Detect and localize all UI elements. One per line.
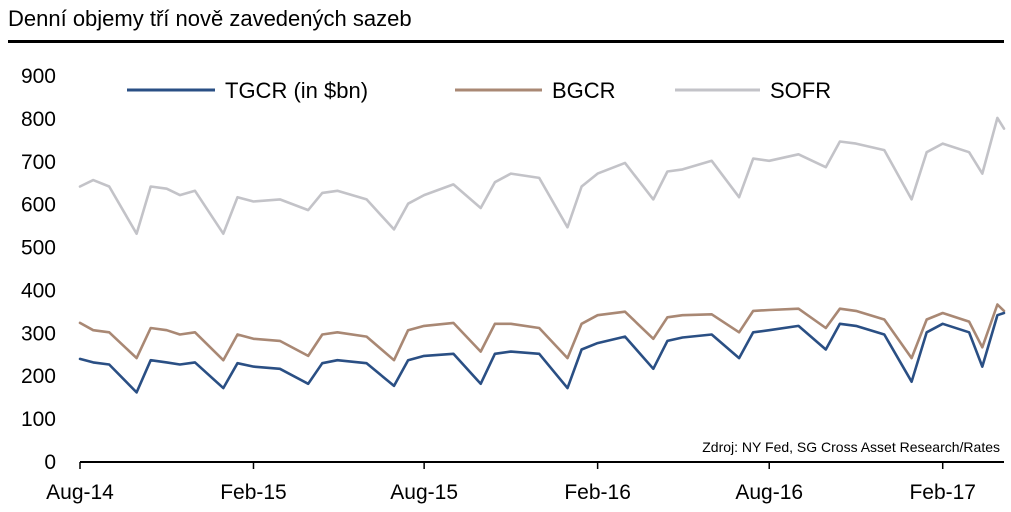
- y-tick-label: 500: [21, 237, 56, 260]
- series-line-tgcr: [78, 311, 1006, 394]
- legend-label: SOFR: [770, 78, 831, 103]
- y-tick-label: 0: [44, 451, 56, 474]
- x-tick-label: Aug-15: [390, 481, 458, 504]
- x-tick-label: Aug-14: [46, 481, 114, 504]
- y-tick-label: 200: [21, 365, 56, 388]
- title-underline: [8, 40, 1004, 43]
- series-line-bgcr: [78, 303, 1006, 362]
- x-tick-label: Aug-16: [735, 481, 803, 504]
- legend-label: TGCR (in $bn): [225, 78, 368, 103]
- y-axis: 0 100 200 300 400 500 600 700 800 900: [21, 65, 56, 474]
- source-note: Zdroj: NY Fed, SG Cross Asset Research/R…: [702, 439, 1000, 455]
- legend: TGCR (in $bn) BGCR SOFR: [127, 78, 831, 103]
- x-tick-label: Feb-15: [220, 481, 287, 504]
- y-tick-label: 700: [21, 151, 56, 174]
- y-tick-label: 100: [21, 408, 56, 431]
- series-layer: [78, 116, 1006, 394]
- y-tick-label: 600: [21, 194, 56, 217]
- x-tick-label: Feb-17: [909, 481, 976, 504]
- y-tick-label: 400: [21, 279, 56, 302]
- x-tick-label: Feb-16: [564, 481, 631, 504]
- x-axis: Aug-14 Feb-15 Aug-15 Feb-16 Aug-16 Feb-17: [46, 461, 1004, 504]
- series-line-sofr: [78, 116, 1006, 235]
- y-tick-label: 900: [21, 65, 56, 88]
- y-tick-label: 300: [21, 322, 56, 345]
- chart-title: Denní objemy tří nově zavedených sazeb: [8, 6, 412, 31]
- y-tick-label: 800: [21, 108, 56, 131]
- legend-label: BGCR: [552, 78, 616, 103]
